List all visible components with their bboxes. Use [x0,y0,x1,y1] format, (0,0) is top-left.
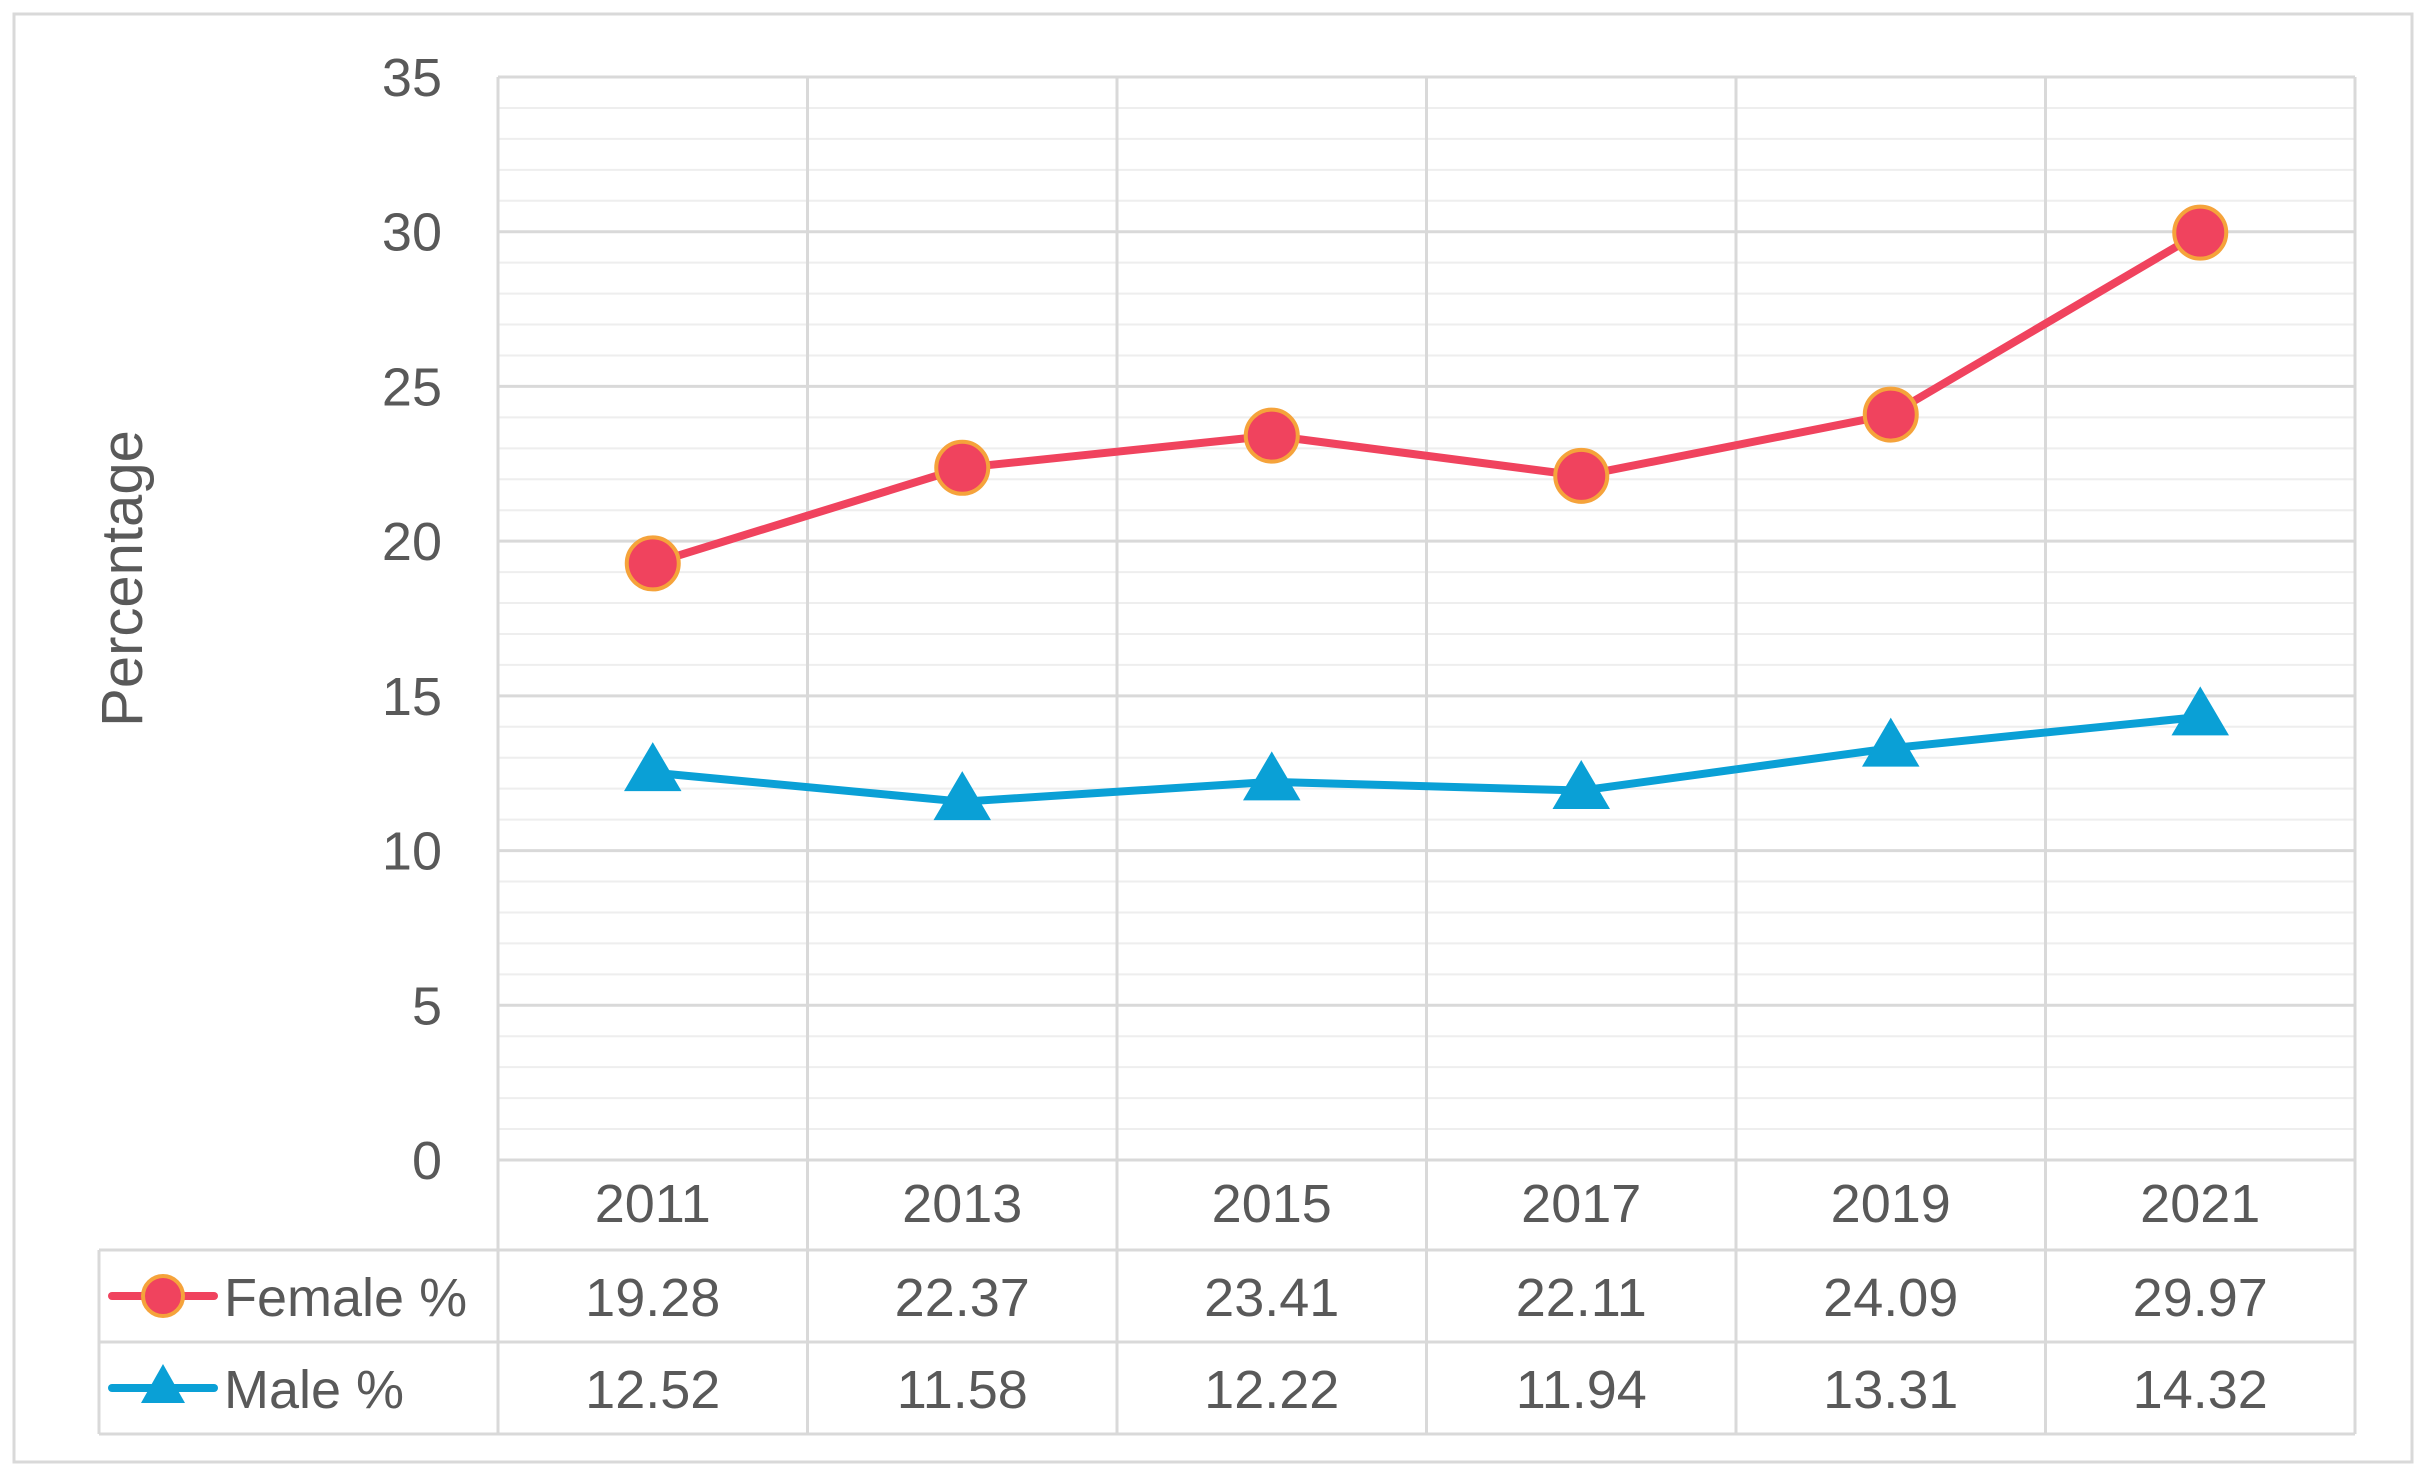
legend-label: Male % [224,1360,404,1420]
x-tick-label: 2019 [1831,1174,1951,1234]
major-gridlines [496,75,2357,1434]
y-tick-label: 15 [382,667,442,727]
y-tick-label: 0 [412,1131,442,1191]
x-tick-label: 2021 [2140,1174,2260,1234]
data-point-female [624,535,681,592]
y-axis-title: Percentage [90,430,155,727]
x-tick-label: 2013 [902,1174,1022,1234]
x-axis-tick-labels: 2011 2013 2015 2017 2019 2021 [595,1174,2261,1234]
data-point-male [933,771,991,821]
y-tick-label: 35 [382,48,442,108]
series-markers [624,204,2229,821]
legend-key-triangle-icon [141,1364,185,1403]
y-tick-label: 5 [412,976,442,1036]
data-table-values: 19.28 22.37 23.41 22.11 24.09 29.97 12.52 11.58… [585,1268,2268,1420]
series-line-male [648,712,2205,806]
data-point-male [624,742,682,792]
table-cell-value: 13.31 [1823,1360,1958,1420]
table-cell-value: 12.52 [585,1360,720,1420]
x-tick-label: 2017 [1521,1174,1641,1234]
data-point-female [1553,447,1610,504]
x-tick-label: 2011 [595,1174,711,1234]
legend-label: Female % [224,1268,467,1328]
y-tick-label: 10 [382,822,442,882]
table-cell-value: 23.41 [1204,1268,1339,1328]
y-tick-label: 30 [382,203,442,263]
data-point-male [1552,760,1610,810]
series-line-female [648,228,2205,568]
data-point-female [2172,204,2229,261]
table-cell-value: 22.37 [895,1268,1030,1328]
data-point-female [934,439,991,496]
data-point-female [1243,407,1300,464]
data-point-male [1862,717,1920,767]
table-cell-value: 29.97 [2133,1268,2268,1328]
data-point-male [2171,686,2229,736]
table-cell-value: 24.09 [1823,1268,1958,1328]
data-table-legend-keys: Female % Male % [108,1268,467,1420]
series-lines [648,228,2205,806]
legend-key-circle-icon [141,1274,185,1318]
y-tick-label: 20 [382,512,442,572]
table-cell-value: 19.28 [585,1268,720,1328]
y-tick-label: 25 [382,357,442,417]
table-cell-value: 22.11 [1516,1268,1647,1328]
x-tick-label: 2015 [1212,1174,1332,1234]
data-table-grid [97,1248,2355,1436]
data-point-female [1862,386,1919,443]
data-point-male [1243,751,1301,801]
table-cell-value: 11.94 [1516,1360,1647,1420]
y-axis-tick-labels: 0 5 10 15 20 25 30 35 [382,48,442,1191]
table-cell-value: 11.58 [897,1360,1028,1420]
table-cell-value: 14.32 [2133,1360,2268,1420]
table-cell-value: 12.22 [1204,1360,1339,1420]
